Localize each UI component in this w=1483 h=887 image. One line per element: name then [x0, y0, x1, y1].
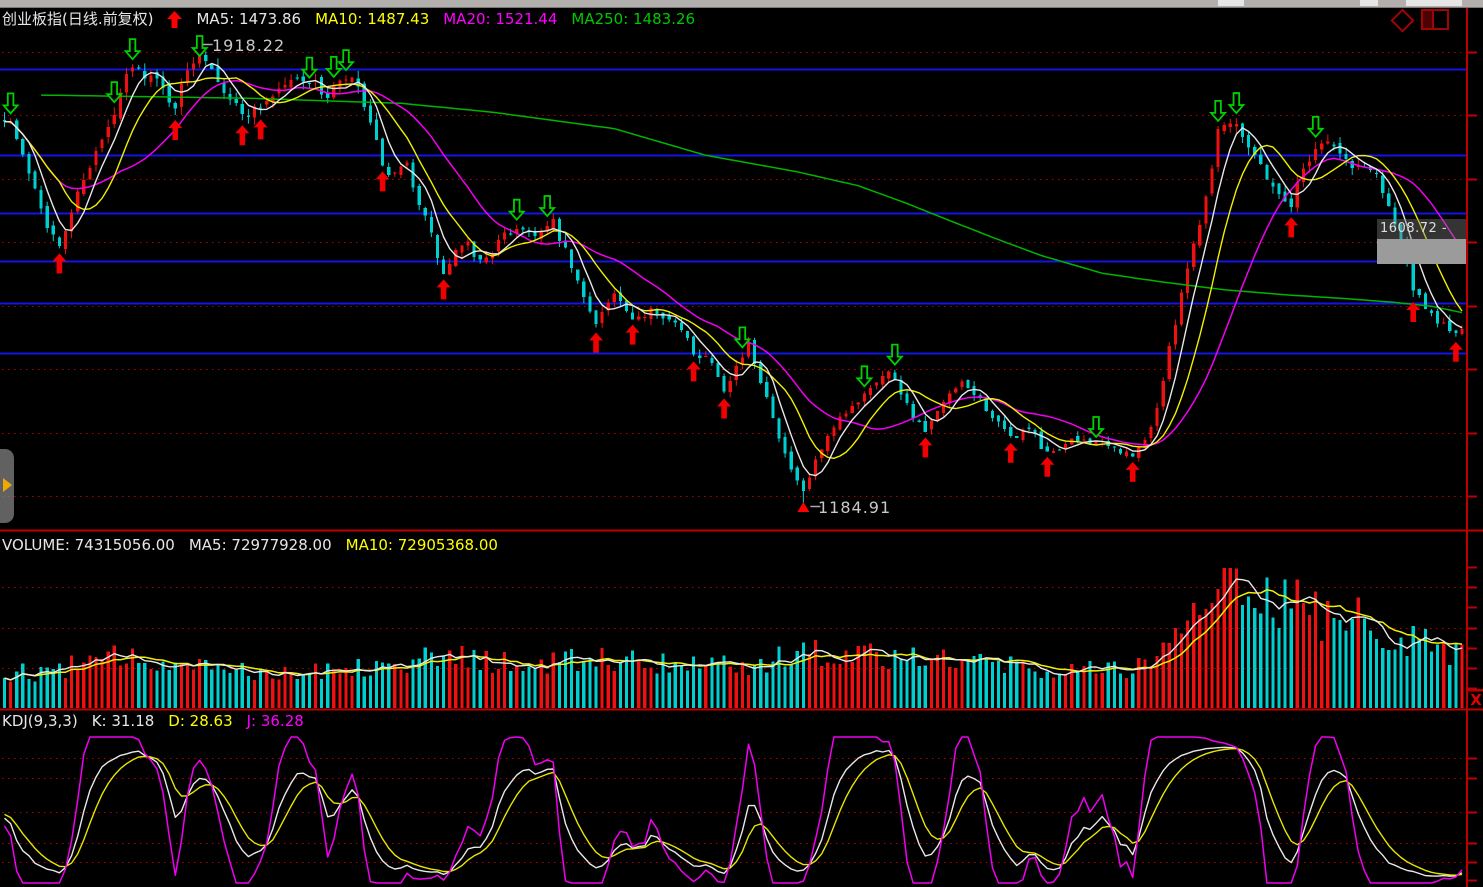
split-window-divider [1432, 11, 1434, 28]
volume-ma5-label: MA5: 72977928.00 [188, 536, 332, 554]
main-chart-header: 创业板指(日线.前复权) MA5: 1473.86 MA10: 1487.43 … [2, 9, 695, 29]
ma20-label: MA20: 1521.44 [443, 10, 558, 28]
ma250-label: MA250: 1483.26 [571, 10, 696, 28]
kdj-k-label: K: 31.18 [91, 712, 155, 730]
kdj-name-label: KDJ(9,3,3) [2, 712, 78, 730]
kdj-pane-header: KDJ(9,3,3) K: 31.18 D: 28.63 J: 36.28 [2, 711, 304, 731]
kdj-j-label: J: 36.28 [246, 712, 304, 730]
volume-ma10-label: MA10: 72905368.00 [345, 536, 498, 554]
volume-label: VOLUME: 74315056.00 [2, 536, 175, 554]
price-tooltip-value: 1608.72 - [1377, 219, 1466, 239]
price-tooltip-block [1377, 239, 1466, 264]
instrument-title: 创业板指(日线.前复权) [2, 10, 154, 28]
price-tooltip: 1608.72 - [1377, 219, 1466, 264]
strip-highlight [1406, 0, 1462, 6]
volume-pane-header: VOLUME: 74315056.00 MA5: 72977928.00 MA1… [2, 535, 498, 555]
kdj-d-label: D: 28.63 [168, 712, 233, 730]
top-window-strip [0, 0, 1483, 8]
ma10-label: MA10: 1487.43 [315, 10, 430, 28]
sidebar-flyout-handle[interactable] [0, 449, 14, 523]
strip-highlight [1360, 0, 1378, 6]
flyout-arrow-icon [3, 478, 12, 492]
close-icon[interactable]: X [1469, 689, 1483, 709]
high-price-annotation: 1918.22 [212, 36, 286, 55]
strip-highlight [1218, 0, 1244, 6]
low-price-annotation: 1184.91 [818, 498, 892, 517]
split-window-icon[interactable] [1421, 9, 1449, 30]
up-arrow-icon [167, 10, 183, 28]
split-window-left-cell [1423, 11, 1432, 28]
ma5-label: MA5: 1473.86 [196, 10, 302, 28]
